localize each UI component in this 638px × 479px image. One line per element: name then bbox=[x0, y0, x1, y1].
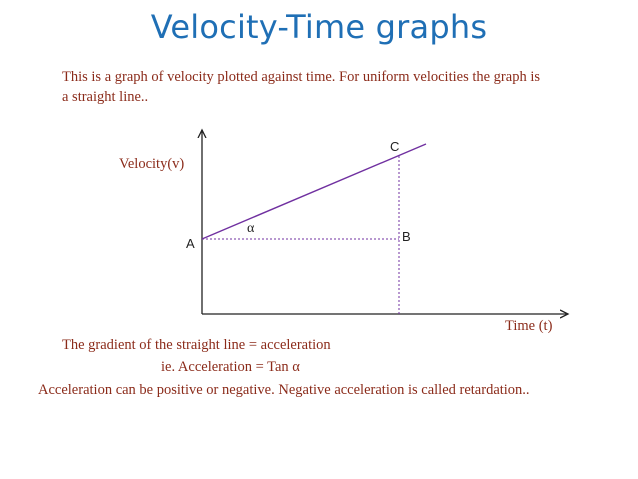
ie-text: ie. Acceleration = Tan α bbox=[161, 359, 300, 375]
intro-line-1: This is a graph of velocity plotted agai… bbox=[62, 69, 540, 85]
footer-text: Acceleration can be positive or negative… bbox=[38, 382, 530, 398]
intro-line-2: a straight line.. bbox=[62, 89, 149, 105]
intro-text: This is a graph of velocity plotted agai… bbox=[62, 67, 602, 107]
point-a-label: A bbox=[186, 236, 195, 251]
point-c-label: C bbox=[390, 139, 400, 154]
x-axis-label: Time (t) bbox=[505, 318, 553, 334]
slide-title: Velocity-Time graphs bbox=[150, 8, 488, 46]
angle-alpha-label: α bbox=[247, 221, 255, 236]
y-axis-label: Velocity(v) bbox=[119, 156, 185, 172]
velocity-line bbox=[201, 143, 427, 240]
gradient-text: The gradient of the straight line = acce… bbox=[62, 337, 331, 353]
point-b-label: B bbox=[402, 229, 411, 244]
